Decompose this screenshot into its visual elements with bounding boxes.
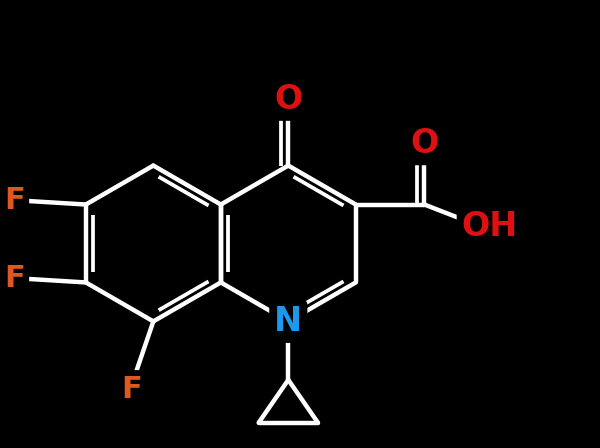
Text: O: O — [410, 127, 439, 160]
Text: O: O — [274, 83, 302, 116]
Text: F: F — [4, 186, 25, 215]
Text: OH: OH — [461, 210, 518, 243]
Text: F: F — [121, 375, 142, 404]
Text: N: N — [274, 305, 302, 338]
Text: F: F — [4, 264, 25, 293]
